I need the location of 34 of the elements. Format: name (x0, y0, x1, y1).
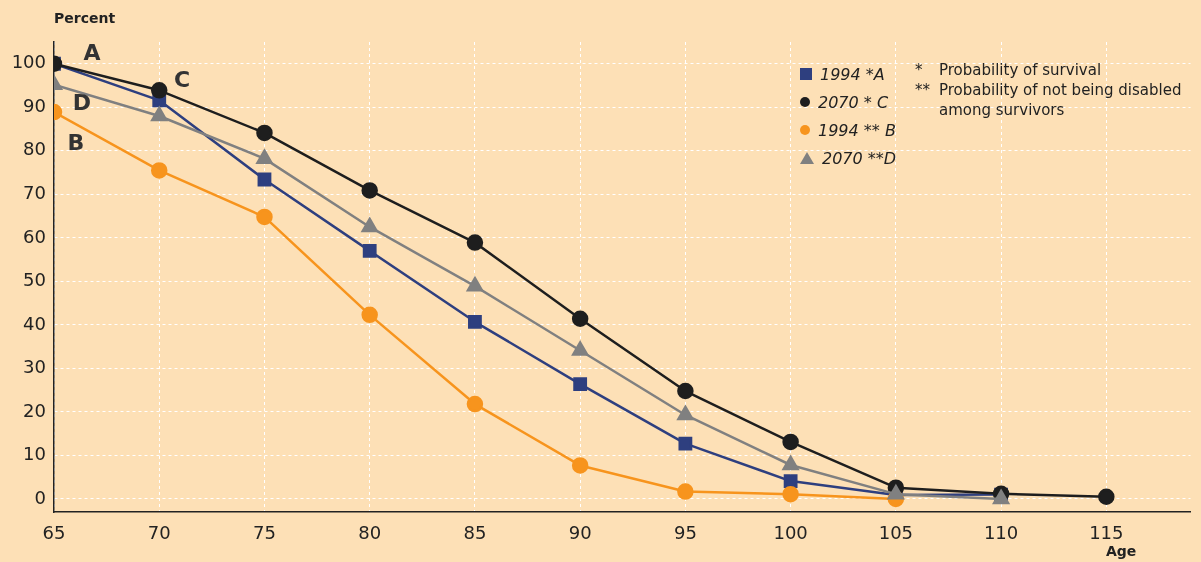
x-tick-label: 80 (358, 522, 382, 544)
y-tick-label: 80 (23, 138, 46, 160)
y-tick-label: 20 (23, 399, 46, 421)
legend-label: 2070 **D (822, 148, 897, 168)
y-tick-label: 0 (34, 486, 46, 508)
y-tick-label: 60 (23, 225, 46, 247)
y-tick-label: 30 (23, 356, 46, 378)
x-tick-label: 65 (42, 522, 66, 544)
annotation: C (173, 67, 191, 92)
annotation: * Probability of survival (915, 60, 1102, 80)
y-tick-label: 10 (23, 443, 46, 465)
legend-label: 1994 *A (820, 64, 885, 84)
x-tick-label: 95 (673, 522, 697, 544)
y-tick-label: 100 (11, 51, 46, 73)
y-tick-label: 90 (23, 94, 46, 116)
x-tick-label: 90 (568, 522, 592, 544)
annotation: B (67, 130, 85, 155)
legend-label: 2070 * C (818, 92, 889, 112)
x-tick-label: 75 (253, 522, 276, 544)
x-tick-label: 85 (463, 522, 487, 544)
x-tick-label: 100 (773, 522, 808, 544)
annotation: ** Probability of not being disabled among survivors (915, 80, 1183, 120)
x-axis-title: Age (1106, 543, 1137, 559)
annotation: D (72, 90, 92, 115)
legend-label: 1994 ** B (818, 120, 896, 140)
annotation: A (83, 40, 101, 65)
x-tick-label: 105 (878, 522, 914, 544)
x-tick-label: 110 (983, 522, 1019, 544)
y-tick-label: 50 (23, 269, 46, 291)
y-tick-label: 70 (23, 181, 46, 203)
y-axis-title: Percent (54, 10, 116, 26)
x-tick-label: 70 (147, 522, 171, 544)
x-tick-label: 115 (1089, 522, 1124, 544)
y-tick-label: 40 (23, 312, 46, 334)
